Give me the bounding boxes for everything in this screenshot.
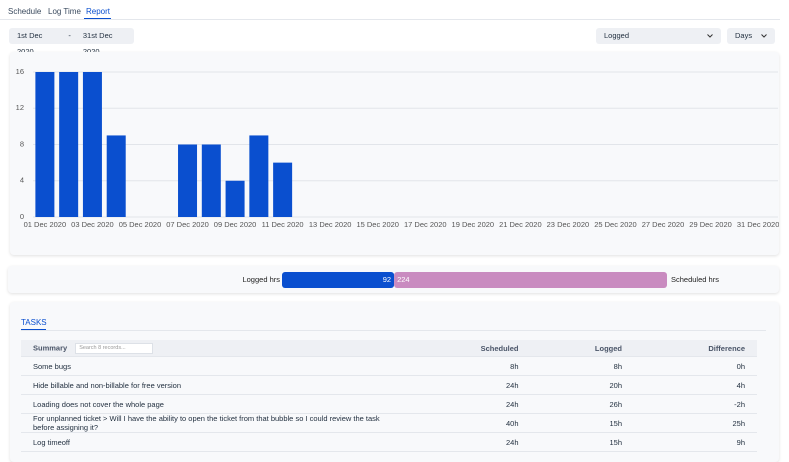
- scheduled-segment: [394, 272, 667, 288]
- date-sep: -: [68, 28, 71, 44]
- bar: [83, 72, 102, 217]
- cell: Hide billable and non-billable for free …: [21, 376, 405, 395]
- period-select[interactable]: Days: [727, 28, 775, 44]
- scheduled-label: Scheduled hrs: [671, 275, 719, 284]
- date-start: 1st Dec 2020: [17, 28, 56, 44]
- cell: 24h: [405, 433, 531, 452]
- cell: 24h: [405, 376, 531, 395]
- tasks-card: TASKS Summary Search 8 records... Schedule…: [10, 302, 779, 462]
- column-header: Difference: [634, 340, 757, 357]
- bar: [178, 145, 197, 218]
- column-header: Summary Search 8 records...: [21, 340, 405, 357]
- y-tick-label: 8: [20, 139, 24, 148]
- header-row: Summary Search 8 records... Scheduled Logge…: [21, 340, 757, 357]
- bar: [249, 135, 268, 217]
- bar: [107, 135, 126, 217]
- cell: 24h: [405, 395, 531, 414]
- chart: 048121601 Dec 202003 Dec 202005 Dec 2020…: [10, 52, 779, 255]
- tab-active[interactable]: Report: [86, 7, 110, 16]
- period-value: Days: [735, 31, 752, 40]
- x-tick-label: 23 Dec 2020: [547, 220, 590, 229]
- x-tick-label: 19 Dec 2020: [452, 220, 495, 229]
- x-tick-label: 05 Dec 2020: [119, 220, 162, 229]
- logged-segment: [282, 272, 394, 288]
- bar: [202, 145, 221, 218]
- chevron: [707, 34, 713, 38]
- column-title: Scheduled: [481, 344, 519, 353]
- summary-card: Logged hrs 92 224 Scheduled hrs: [8, 266, 779, 293]
- x-tick-label: 11 Dec 2020: [262, 220, 304, 229]
- summary-bar: Logged hrs 92 224 Scheduled hrs: [8, 266, 779, 293]
- tab[interactable]: Log Time: [48, 7, 81, 16]
- column-title: Difference: [708, 344, 745, 353]
- logged-value: 92: [383, 275, 391, 284]
- x-tick-label: 27 Dec 2020: [642, 220, 685, 229]
- date-range[interactable]: 1st Dec 2020-31st Dec 2020: [9, 28, 134, 44]
- y-tick-label: 4: [20, 176, 24, 185]
- cell: 0h: [634, 357, 757, 376]
- x-tick-label: 17 Dec 2020: [404, 220, 447, 229]
- cell: 25h: [634, 414, 757, 433]
- bar: [226, 181, 245, 217]
- x-tick-label: 29 Dec 2020: [689, 220, 732, 229]
- logged-label: Logged hrs: [242, 275, 280, 284]
- cell: Loading does not cover the whole page: [21, 395, 405, 414]
- cell: 26h: [531, 395, 635, 414]
- cell: Some bugs: [21, 357, 405, 376]
- task-row: Loading does not cover the whole page24h…: [21, 395, 757, 414]
- tasks-table: Summary Search 8 records... Scheduled Logge…: [21, 340, 757, 452]
- column-title: Logged: [595, 344, 622, 353]
- chevron: [761, 34, 767, 38]
- tasks-tab[interactable]: TASKS: [21, 318, 47, 327]
- y-tick-label: 12: [16, 103, 24, 112]
- metric-select[interactable]: Logged: [596, 28, 721, 44]
- column-header: Scheduled: [405, 340, 531, 357]
- cell: 20h: [531, 376, 635, 395]
- cell: 9h: [634, 433, 757, 452]
- cell: 8h: [531, 357, 635, 376]
- bar: [273, 163, 292, 217]
- column-header: Logged: [531, 340, 635, 357]
- x-tick-label: 13 Dec 2020: [309, 220, 352, 229]
- bar: [59, 72, 78, 217]
- cell: Log timeoff: [21, 433, 405, 452]
- x-tick-label: 01 Dec 2020: [24, 220, 67, 229]
- column-title: Summary: [33, 343, 67, 352]
- scheduled-value: 224: [397, 275, 410, 284]
- divider: [21, 330, 766, 331]
- bar: [35, 72, 54, 217]
- y-tick-label: 16: [16, 67, 24, 76]
- x-tick-label: 21 Dec 2020: [499, 220, 542, 229]
- tab[interactable]: Schedule: [8, 7, 41, 16]
- x-tick-label: 25 Dec 2020: [594, 220, 637, 229]
- task-row: Log timeoff24h15h9h: [21, 433, 757, 452]
- cell: For unplanned ticket > Will I have the a…: [21, 414, 405, 433]
- divider: [0, 19, 780, 20]
- task-row: For unplanned ticket > Will I have the a…: [21, 414, 757, 433]
- metric-value: Logged: [604, 31, 629, 40]
- cell: 8h: [405, 357, 531, 376]
- cell: 4h: [634, 376, 757, 395]
- x-tick-label: 07 Dec 2020: [166, 220, 209, 229]
- x-tick-label: 15 Dec 2020: [356, 220, 399, 229]
- cell: 15h: [531, 433, 635, 452]
- cell: -2h: [634, 395, 757, 414]
- chart-card: 048121601 Dec 202003 Dec 202005 Dec 2020…: [10, 52, 779, 255]
- cell: 15h: [531, 414, 635, 433]
- task-row: Hide billable and non-billable for free …: [21, 376, 757, 395]
- date-end: 31st Dec 2020: [83, 28, 126, 44]
- x-tick-label: 31 Dec 2020: [737, 220, 779, 229]
- x-tick-label: 03 Dec 2020: [71, 220, 114, 229]
- task-row: Some bugs8h8h0h: [21, 357, 757, 376]
- page: Schedule Log Time Report 1st Dec 2020-31…: [0, 0, 789, 450]
- cell: 40h: [405, 414, 531, 433]
- x-tick-label: 09 Dec 2020: [214, 220, 257, 229]
- search-box[interactable]: Search 8 records...: [75, 343, 153, 354]
